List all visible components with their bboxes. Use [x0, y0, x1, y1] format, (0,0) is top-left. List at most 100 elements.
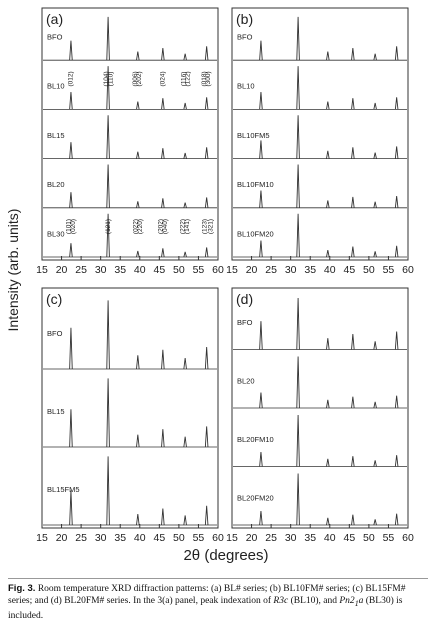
peak: [183, 53, 187, 61]
peak: [296, 356, 300, 409]
x-tick-label: 55: [193, 532, 205, 544]
peak: [259, 190, 263, 208]
peak: [373, 519, 377, 526]
peak: [136, 51, 140, 61]
peak: [161, 429, 165, 448]
peak: [106, 300, 110, 370]
peak: [394, 196, 399, 208]
peak-index: (006): [132, 71, 139, 86]
peak-index: (300): [205, 71, 212, 86]
peak: [161, 48, 165, 61]
series-label: BFO: [237, 33, 253, 42]
series-label: BL10FM20: [237, 229, 274, 238]
x-tick-label: 20: [56, 532, 68, 544]
peak: [161, 508, 165, 526]
panel-frame: [41, 7, 219, 261]
peak: [296, 415, 300, 467]
x-tick-label: 60: [212, 532, 224, 544]
x-tick-label: 30: [95, 264, 107, 276]
x-axis-label: 2θ (degrees): [183, 547, 268, 564]
peak: [373, 251, 377, 258]
peak: [204, 46, 209, 61]
series-label: BL30: [47, 229, 65, 238]
peak: [373, 201, 377, 208]
peak: [106, 66, 110, 110]
x-tick-label: 60: [402, 264, 414, 276]
peak-index: (122): [185, 71, 192, 86]
peak: [351, 48, 355, 61]
peak: [106, 16, 110, 61]
peak-index: (040): [162, 219, 169, 234]
x-tick-label: 45: [343, 532, 355, 544]
x-tick-label: 20: [56, 264, 68, 276]
series-label: BL20: [237, 376, 255, 385]
peak: [326, 200, 330, 208]
x-tick-label: 40: [134, 532, 146, 544]
peak: [136, 101, 140, 110]
x-tick-label: 20: [246, 532, 258, 544]
x-tick-label: 55: [193, 264, 205, 276]
caption-text: (BL30) is included.: [8, 596, 403, 621]
peak-index: (101): [65, 219, 72, 234]
peak-index: (141): [184, 219, 191, 234]
peak: [183, 152, 187, 159]
peak: [161, 198, 165, 208]
peak: [394, 245, 399, 258]
x-tick-label: 30: [285, 532, 297, 544]
caption: Fig. 3. Room temperature XRD diffraction…: [8, 578, 428, 622]
series-label: BL10: [47, 82, 65, 91]
peak: [161, 248, 165, 258]
series-label: BFO: [47, 33, 63, 42]
peak-index: (018): [201, 71, 208, 86]
peak-index: (121): [105, 219, 112, 234]
x-tick-label: 40: [324, 264, 336, 276]
peak: [204, 347, 209, 370]
peak: [259, 452, 263, 467]
peak: [136, 355, 140, 370]
peak: [259, 140, 263, 159]
peak-index: (020): [70, 219, 77, 234]
x-tick-label: 25: [75, 532, 87, 544]
caption-sub: 1: [354, 598, 359, 608]
peak: [69, 243, 73, 258]
peak: [296, 16, 300, 61]
series-label: BL10FM5: [237, 131, 270, 140]
peak: [351, 396, 355, 409]
x-tick-label: 50: [173, 532, 185, 544]
caption-label: Fig. 3.: [8, 583, 36, 594]
x-tick-label: 15: [226, 264, 238, 276]
peak-index: (202): [136, 71, 143, 86]
x-tick-label: 35: [304, 264, 316, 276]
peak: [69, 490, 73, 526]
x-tick-label: 45: [153, 264, 165, 276]
peak: [326, 399, 330, 409]
x-tick-label: 35: [114, 264, 126, 276]
series-label: BL20FM10: [237, 435, 274, 444]
peak: [161, 98, 165, 110]
peak-index: (024): [160, 71, 167, 86]
x-tick-label: 25: [265, 264, 277, 276]
series-label: BL15FM5: [47, 485, 80, 494]
peak: [259, 40, 263, 61]
series-label: BL10FM10: [237, 180, 274, 189]
series-label: BL20FM20: [237, 493, 274, 502]
peak: [326, 150, 330, 159]
caption-text: (BL10), and: [288, 596, 340, 606]
panel-label: (c): [46, 291, 62, 307]
panel-frame: [41, 287, 219, 529]
peak: [326, 338, 330, 350]
x-tick-label: 55: [383, 264, 395, 276]
peak: [296, 164, 300, 208]
panel-frame: [231, 7, 409, 261]
peak-index: (022): [133, 219, 140, 234]
peak: [183, 357, 187, 370]
x-tick-label: 20: [246, 264, 258, 276]
peak: [106, 456, 110, 526]
peak-index: (222): [180, 219, 187, 234]
peak: [106, 115, 110, 159]
x-tick-label: 60: [402, 532, 414, 544]
caption-italic: a: [358, 596, 364, 606]
peak: [394, 455, 399, 467]
peak: [106, 164, 110, 208]
peak-index: (110): [108, 72, 115, 87]
